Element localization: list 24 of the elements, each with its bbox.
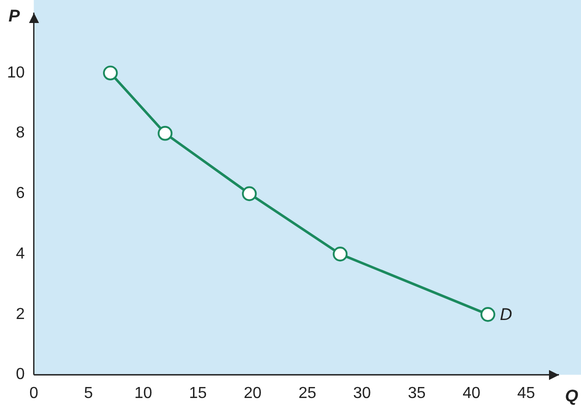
y-tick-label: 4 (16, 245, 25, 262)
point (102, 66, 118, 80)
y-tick-label: 6 (16, 185, 25, 202)
y-tick-label: 2 (16, 306, 25, 323)
y-axis-title: P (8, 6, 20, 26)
x-axis-title: Q (565, 386, 578, 406)
x-tick-label: 15 (189, 384, 207, 402)
x-tick-label: 20 (244, 384, 262, 402)
y-tick-label: 8 (16, 124, 25, 142)
point (480, 307, 496, 322)
x-tick-label: 40 (462, 384, 480, 402)
x-tick-label: 10 (134, 384, 152, 402)
annotation: D (500, 305, 512, 324)
x-tick-label: 45 (517, 384, 536, 402)
x-tick-label: 25 (298, 384, 316, 402)
y-tick-label: 0 (16, 366, 25, 384)
x-tick-label: 35 (408, 384, 426, 402)
x-tick-label: 5 (84, 384, 94, 402)
x-tick-label: 0 (29, 384, 38, 402)
y-tick-label: 10 (7, 64, 25, 82)
point (158, 126, 172, 141)
x-tick-label: 30 (353, 384, 372, 402)
point (242, 186, 257, 202)
point (332, 246, 348, 262)
